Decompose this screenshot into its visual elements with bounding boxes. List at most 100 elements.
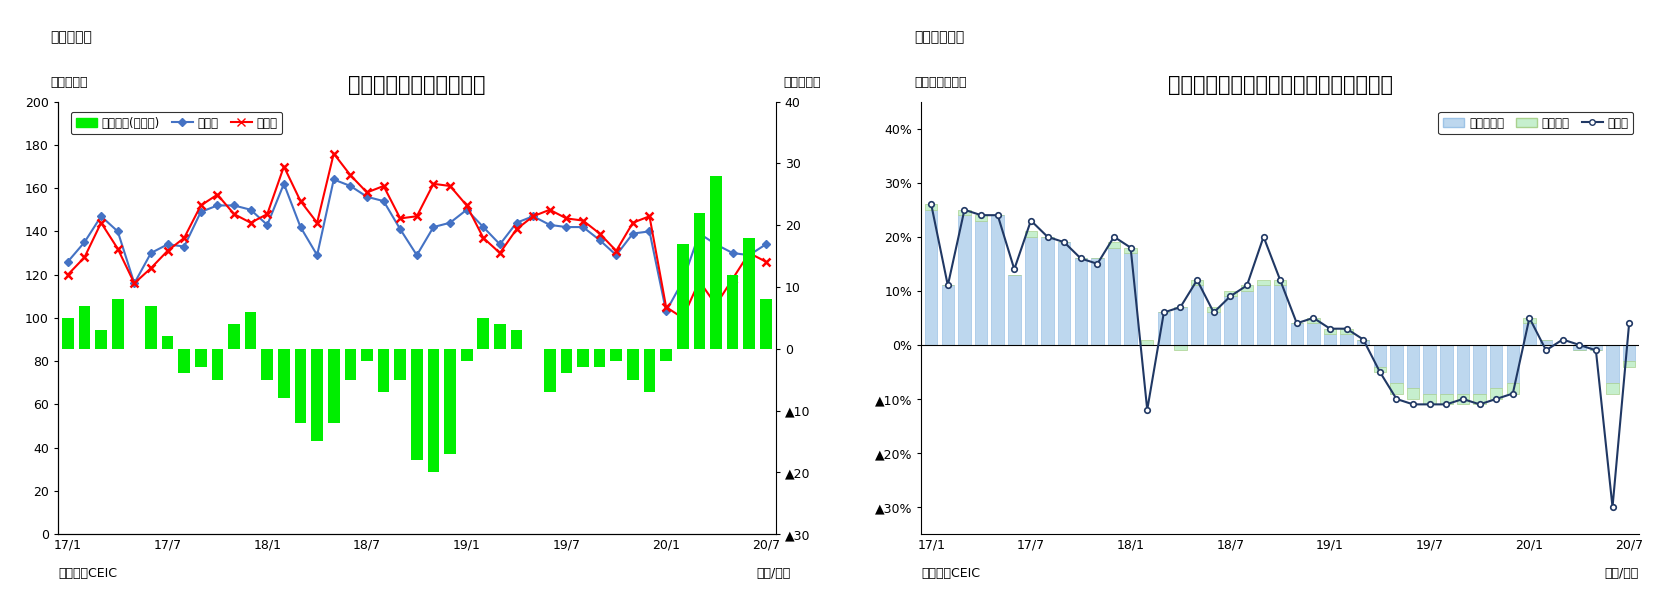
Text: （年/月）: （年/月）	[1605, 568, 1640, 580]
Bar	[212, 349, 224, 379]
輸出額	[157, 241, 177, 248]
Bar	[1423, 393, 1436, 404]
Bar	[1490, 388, 1503, 399]
Text: （年/月）: （年/月）	[757, 568, 790, 580]
輸出額	[441, 219, 461, 227]
Text: （億ドル）: （億ドル）	[50, 76, 89, 89]
Bar	[1042, 237, 1054, 345]
輸出額	[124, 280, 144, 287]
輸入額	[107, 245, 127, 252]
輸出額	[240, 206, 261, 213]
輸入額	[424, 180, 444, 188]
Bar	[1025, 231, 1037, 237]
Bar	[1406, 388, 1419, 399]
Bar	[195, 349, 207, 367]
Bar	[1341, 329, 1353, 334]
Bar	[1473, 345, 1486, 393]
Bar	[1308, 323, 1319, 345]
Bar	[179, 349, 190, 373]
Bar	[1141, 339, 1154, 345]
Bar	[1274, 286, 1286, 345]
Bar	[1124, 253, 1137, 345]
輸出額	[539, 221, 559, 228]
Bar	[1207, 307, 1221, 312]
Bar	[1324, 334, 1336, 345]
Bar	[62, 318, 73, 349]
Bar	[1523, 323, 1536, 345]
Bar	[1174, 307, 1187, 345]
Bar	[1440, 393, 1453, 404]
Bar	[511, 330, 523, 349]
輸入額	[523, 213, 543, 220]
Bar	[162, 336, 174, 349]
Bar	[1274, 280, 1286, 286]
輸出額	[556, 224, 576, 231]
Bar	[478, 318, 489, 349]
Legend: 貿易収支(右目盛), 輸出額, 輸入額: 貿易収支(右目盛), 輸出額, 輸入額	[72, 112, 282, 135]
Bar	[1091, 258, 1104, 345]
Bar	[428, 349, 439, 473]
Text: （資料）CEIC: （資料）CEIC	[922, 568, 980, 580]
輸出額	[190, 208, 210, 216]
輸入額	[606, 247, 626, 255]
Bar	[1025, 237, 1037, 345]
輸出額	[92, 213, 112, 220]
Bar	[1324, 329, 1336, 334]
輸出額	[224, 202, 244, 209]
輸出額	[374, 197, 394, 205]
Bar	[959, 215, 970, 345]
輸入額	[190, 202, 210, 209]
Bar	[925, 209, 937, 345]
輸入額	[341, 172, 361, 179]
Bar	[95, 330, 107, 349]
輸出額	[174, 243, 194, 250]
輸入額	[140, 264, 160, 272]
Bar	[676, 244, 688, 349]
輸入額	[240, 219, 261, 227]
輸入額	[506, 225, 526, 233]
Bar	[1540, 339, 1553, 345]
Bar	[1456, 345, 1470, 393]
Bar	[344, 349, 356, 379]
輸入額	[124, 280, 144, 287]
輸出額	[307, 252, 327, 259]
Bar	[643, 349, 655, 392]
Bar	[1456, 393, 1470, 404]
輸出額	[473, 224, 493, 231]
輸出額	[257, 221, 277, 228]
Bar	[361, 349, 372, 361]
Bar	[1341, 334, 1353, 345]
輸入額	[291, 197, 311, 205]
輸出額	[690, 230, 710, 237]
Bar	[611, 349, 621, 361]
輸出額	[75, 239, 95, 246]
Bar	[578, 349, 590, 367]
輸入額	[174, 234, 194, 242]
輸出額	[391, 225, 411, 233]
輸出額	[140, 249, 160, 256]
Bar	[561, 349, 573, 373]
Bar	[1107, 242, 1121, 248]
輸入額	[740, 249, 760, 256]
Bar	[1258, 280, 1269, 286]
Bar	[1124, 248, 1137, 253]
Bar	[444, 349, 456, 454]
Bar	[1490, 345, 1503, 388]
輸入額	[157, 247, 177, 255]
Text: （図表１０）: （図表１０）	[913, 30, 964, 44]
Bar	[1358, 339, 1369, 345]
Bar	[1607, 345, 1618, 382]
Bar	[1374, 367, 1386, 372]
輸入額	[224, 211, 244, 218]
輸入額	[723, 275, 743, 283]
Bar	[229, 324, 240, 349]
Bar	[760, 300, 772, 349]
Bar	[1389, 382, 1403, 393]
輸入額	[374, 182, 394, 189]
輸入額	[58, 271, 78, 278]
Bar	[992, 215, 1004, 345]
輸出額	[107, 228, 127, 235]
輸出額	[407, 252, 428, 259]
Bar	[377, 349, 389, 392]
Bar	[1590, 345, 1602, 350]
